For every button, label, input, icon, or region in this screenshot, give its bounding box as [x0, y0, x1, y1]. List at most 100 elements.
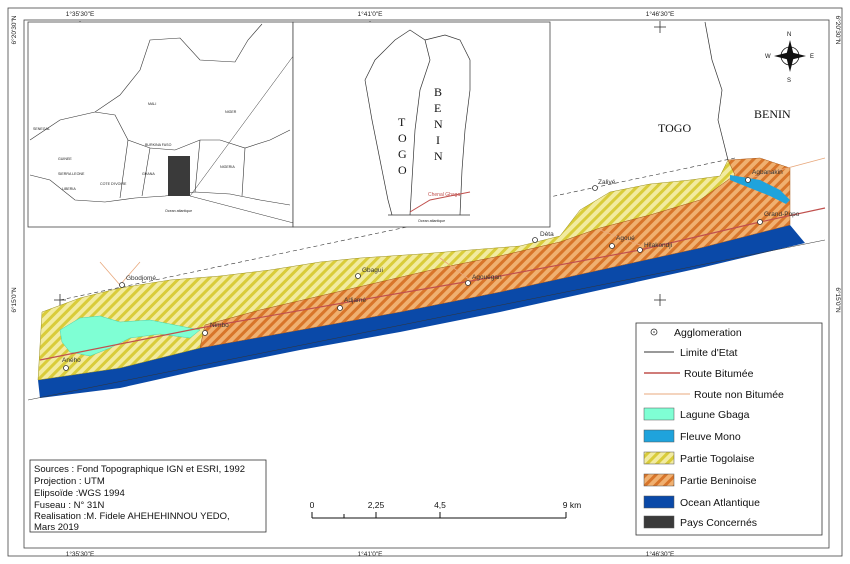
source-line-2: Projection : UTM — [34, 476, 105, 487]
legend-item-route-bitumee: Route Bitumée — [644, 368, 754, 380]
inset1-ocean: Ocean atlantique — [165, 209, 192, 213]
inset2-g: G — [398, 147, 407, 161]
inset2-i: I — [436, 133, 440, 147]
coord-top-2: 1°41'0"E — [358, 10, 384, 18]
outer-frame — [7, 7, 843, 557]
legend-item-lagune-gbaga: Lagune Gbaga — [643, 407, 750, 421]
town-label: Gbagui — [362, 267, 383, 274]
source-line-3: Elipsoïde :WGS 1994 — [34, 488, 125, 499]
compass-w: W — [765, 54, 771, 60]
coord-right-1: 6°20'30"N — [834, 16, 842, 45]
inset2-ocean: Ocean atlantique — [418, 219, 445, 223]
town-zalive: Zalivé — [592, 179, 616, 191]
fleuve-mono-area — [730, 175, 790, 204]
coord-bottom-2: 1°41'0"E — [358, 550, 384, 558]
inset1-label-guinee: GUINEE — [58, 157, 72, 161]
compass-e: E — [810, 54, 814, 60]
inset1-label-liberia: LIBERIA — [62, 187, 76, 191]
main-map: TOGO BENIN Gbodjomé Zalivé Dèta Gbagui A… — [27, 21, 826, 401]
legend-item-ocean-atlantique: Ocean Atlantique — [643, 495, 760, 509]
inset1-label-sierra-leone: SIERRA LEONE — [58, 172, 85, 176]
scale-bar: 0 2,25 4,5 9 km — [310, 500, 581, 519]
town-agoue: Agoué — [609, 235, 635, 249]
source-line-5: Realisation :M. Fidele AHEHEHINNOU YEDO, — [34, 511, 230, 522]
legend-label: Ocean Atlantique — [680, 497, 760, 509]
scale-tick-2: 4,5 — [434, 500, 446, 510]
town-label: Agbanakin — [752, 169, 783, 176]
legend-item-pays-concernes: Pays Concernés — [643, 515, 757, 529]
coord-left-2: 6°15'0"N — [10, 287, 18, 313]
inset1-label-nigeria: NIGERIA — [220, 165, 235, 169]
town-nimbo: Nimbo — [202, 322, 229, 336]
legend-label: Route Bitumée — [684, 368, 754, 380]
projection-line — [59, 157, 736, 301]
country-label-benin: BENIN — [754, 107, 791, 121]
legend-label: Partie Beninoise — [680, 475, 757, 487]
legend-item-fleuve-mono: Fleuve Mono — [643, 429, 741, 443]
inset2-road-label: Chenal Gbaga — [428, 192, 460, 198]
town-label: Gbodjomé — [126, 275, 156, 282]
coord-left-1: 6°20'30"N — [10, 15, 18, 44]
inset2-e: E — [434, 101, 441, 115]
town-deta: Dèta — [532, 231, 554, 243]
source-line-4: Fuseau : N° 31N — [34, 500, 104, 511]
legend-item-partie-togolaise: Partie Togolaise — [643, 451, 755, 465]
town-hilakondji: Hilakondji — [637, 242, 672, 253]
lagune-gbaga-area — [59, 315, 201, 357]
coord-top-1: 1°35'30"E — [66, 10, 95, 18]
source-box: Sources : Fond Topographique IGN et ESRI… — [29, 459, 267, 533]
inset1-label-cote-divoire: COTE D'IVOIRE — [100, 182, 127, 186]
inset2-n: N — [434, 117, 443, 131]
partie-beninoise-area — [199, 157, 791, 349]
inset1-label-senegal: SENEGAL — [33, 127, 50, 131]
inset1-label-ghana: GHANA — [142, 172, 155, 176]
coord-top-3: 1°46'30"E — [646, 10, 675, 18]
compass-n: N — [787, 32, 791, 38]
coord-right-2: 6°15'0"N — [834, 287, 842, 313]
north-arrow: N S E W — [765, 32, 814, 84]
town-grand-popo: Grand-Popo — [757, 211, 800, 225]
source-line-1: Sources : Fond Topographique IGN et ESRI… — [34, 464, 245, 475]
town-label: Aného — [62, 357, 81, 364]
legend-item-partie-beninoise: Partie Beninoise — [643, 473, 757, 487]
town-label: Hilakondji — [644, 242, 672, 249]
coord-bottom-3: 1°46'30"E — [646, 550, 675, 558]
ocean-atlantique-area — [38, 225, 805, 398]
legend-item-route-non-bitumee: Route non Bitumée — [644, 389, 784, 401]
inset1-label-niger: NIGER — [225, 110, 237, 114]
coord-bottom-1: 1°35'30"E — [66, 550, 95, 558]
town-label: Adjamé — [344, 297, 366, 304]
town-gbagui: Gbagui — [355, 267, 383, 279]
inset1-label-burkina: BURKINA FASO — [145, 143, 172, 147]
inset-west-africa: MALI NIGER SENEGAL GUINEE BURKINA FASO N… — [27, 21, 306, 228]
inset1-label-mali: MALI — [148, 102, 156, 106]
legend-label: Pays Concernés — [680, 517, 757, 529]
town-label: Agoué — [616, 235, 635, 242]
inset-togo-benin: T O G O B E N I N Chenal Gbaga Ocean atl… — [292, 21, 551, 228]
compass-s: S — [787, 78, 791, 84]
inset2-o: O — [398, 131, 407, 145]
inset2-t: T — [398, 115, 406, 129]
legend-label: Limite d'Etat — [680, 347, 738, 359]
route-non-bitumee-line — [99, 157, 826, 286]
state-border-coast — [27, 239, 826, 401]
legend-label: Lagune Gbaga — [680, 409, 750, 421]
town-aneho: Aného — [62, 357, 81, 371]
inset2-road — [409, 191, 471, 213]
legend-label: Partie Togolaise — [680, 453, 755, 465]
scale-tick-1: 2,25 — [368, 500, 385, 510]
country-label-togo: TOGO — [658, 121, 691, 135]
source-line-6: Mars 2019 — [34, 522, 79, 533]
town-agbanakin: Agbanakin — [745, 169, 783, 183]
inset2-n2: N — [434, 149, 443, 163]
legend: Agglomeration Limite d'Etat Route Bitumé… — [635, 322, 823, 536]
town-gbodjome: Gbodjomé — [119, 275, 156, 288]
legend-item-limite-etat: Limite d'Etat — [644, 347, 738, 359]
legend-label: Fleuve Mono — [680, 431, 741, 443]
town-label: Grand-Popo — [764, 211, 800, 218]
town-label: Agouégan — [472, 274, 502, 281]
scale-tick-3: 9 km — [563, 500, 581, 510]
legend-label: Route non Bitumée — [694, 389, 784, 401]
pays-concerne-togo-benin — [168, 156, 190, 196]
